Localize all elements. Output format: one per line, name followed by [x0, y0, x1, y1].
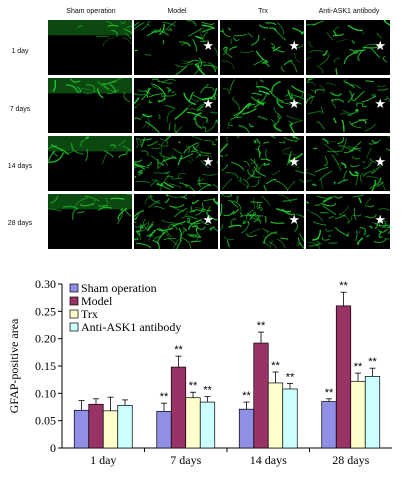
- bar: [267, 382, 284, 449]
- lesion-marker-star: ★: [202, 213, 214, 228]
- x-tick-label: 1 day: [90, 453, 116, 467]
- y-tick-label: 0.15: [35, 359, 56, 373]
- bar: [156, 411, 172, 449]
- bar: [170, 366, 187, 449]
- significance-label: **: [174, 344, 183, 356]
- row-label-14-days: 14 days: [7, 163, 33, 170]
- micrograph-grid: Sham operation Model Trx Anti-ASK1 antib…: [7, 8, 390, 249]
- lesion-marker-star: ★: [288, 39, 300, 54]
- lesion-marker-star: ★: [374, 39, 386, 54]
- lesion-marker-star: ★: [288, 213, 300, 228]
- legend-swatch: [69, 283, 79, 293]
- bar: [117, 405, 133, 449]
- bar-chart-figure: 0 0.05 0.10 0.15 0.20 0.25 0.30 GFAP-positive a…: [0, 270, 407, 482]
- y-tick-label: 0.25: [35, 304, 56, 318]
- legend-label: Trx: [81, 307, 98, 321]
- bar: [73, 409, 90, 449]
- column-header-sham: Sham operation: [66, 8, 116, 15]
- y-tick-label: 0.05: [35, 414, 56, 428]
- row-label-1-day: 1 day: [11, 48, 29, 55]
- significance-label: **: [339, 280, 348, 292]
- bar: [282, 388, 298, 449]
- micrograph-panel: ★: [134, 78, 218, 133]
- row-label-28-days: 28 days: [7, 220, 33, 227]
- significance-label: **: [354, 361, 363, 373]
- bar: [253, 342, 269, 449]
- gfap-bar-chart: 0 0.05 0.10 0.15 0.20 0.25 0.30 GFAP-positive a…: [7, 277, 392, 467]
- x-tick-label: 14 days: [250, 453, 287, 467]
- significance-label: **: [271, 360, 280, 372]
- micrograph-panel: ★: [306, 20, 390, 75]
- lesion-marker-star: ★: [374, 155, 386, 170]
- micrograph-panel: ★: [306, 78, 390, 133]
- legend-label: Sham operation: [81, 281, 157, 295]
- micrograph-panel: [48, 194, 132, 249]
- significance-label: **: [189, 380, 198, 392]
- bar: [88, 403, 104, 449]
- micrograph-panel: ★: [220, 78, 304, 133]
- micrograph-panel: ★: [134, 194, 218, 249]
- lesion-marker-star: ★: [202, 97, 214, 112]
- y-axis-label: GFAP-positive area: [7, 318, 21, 413]
- y-tick-label: 0: [50, 441, 56, 455]
- lesion-marker-star: ★: [288, 97, 300, 112]
- bar: [335, 305, 352, 449]
- significance-label: **: [203, 385, 212, 397]
- column-header-anti-ask1: Anti-ASK1 antibody: [318, 8, 380, 15]
- significance-label: **: [257, 320, 266, 332]
- significance-label: **: [242, 390, 251, 402]
- y-tick-label: 0.10: [35, 386, 56, 400]
- micrograph-panel: ★: [134, 136, 218, 191]
- micrograph-panel: ★: [306, 194, 390, 249]
- micrograph-panel: [48, 136, 132, 191]
- micrograph-panel: [48, 78, 132, 133]
- column-header-model: Model: [167, 8, 187, 15]
- significance-label: **: [325, 387, 334, 399]
- row-label-7-days: 7 days: [9, 106, 31, 113]
- bar: [350, 380, 366, 449]
- bar: [321, 401, 337, 449]
- significance-label: **: [286, 371, 295, 383]
- micrograph-panel: ★: [220, 194, 304, 249]
- lesion-marker-star: ★: [288, 155, 300, 170]
- legend-swatch: [69, 322, 79, 332]
- significance-label: **: [368, 356, 377, 368]
- micrograph-panel: ★: [134, 20, 218, 75]
- legend-swatch: [69, 296, 79, 306]
- lesion-marker-star: ★: [374, 213, 386, 228]
- y-tick-label: 0.30: [35, 277, 56, 291]
- bar: [185, 397, 201, 449]
- y-tick-label: 0.20: [35, 332, 56, 346]
- x-tick-label: 28 days: [332, 453, 369, 467]
- x-tick-label: 7 days: [170, 453, 201, 467]
- lesion-marker-star: ★: [202, 155, 214, 170]
- significance-label: **: [160, 391, 169, 403]
- micrograph-panel: ★: [220, 136, 304, 191]
- lesion-marker-star: ★: [374, 97, 386, 112]
- micrograph-panel: [48, 20, 132, 75]
- bar: [102, 410, 119, 449]
- bar: [238, 408, 255, 449]
- lesion-marker-star: ★: [202, 39, 214, 54]
- bar: [199, 401, 216, 449]
- legend-label: Anti-ASK1 antibody: [81, 320, 181, 334]
- micrograph-panel: ★: [220, 20, 304, 75]
- legend-label: Model: [81, 294, 113, 308]
- column-header-trx: Trx: [258, 8, 268, 15]
- micrograph-panel: ★: [306, 136, 390, 191]
- bar: [364, 376, 381, 449]
- legend-swatch: [69, 309, 79, 319]
